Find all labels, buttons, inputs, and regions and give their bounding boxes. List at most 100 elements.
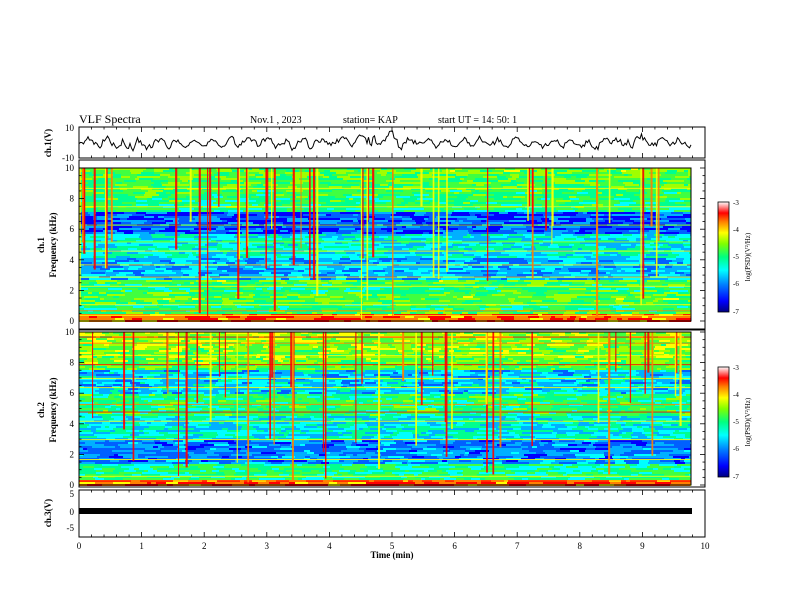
spectrogram-cell xyxy=(155,270,164,272)
spectrogram-cell xyxy=(468,230,473,232)
spectrogram-cell xyxy=(265,254,272,256)
spectrogram-cell xyxy=(172,266,180,268)
spectrogram-cell xyxy=(482,332,499,334)
spectrogram-cell xyxy=(385,274,393,276)
spectrogram-cell xyxy=(131,334,147,336)
spectrogram-cell xyxy=(262,282,277,284)
spectrogram-cell xyxy=(571,332,579,334)
spectrogram-cell xyxy=(642,290,657,292)
spectrogram-cell xyxy=(624,174,628,176)
spectrogram-cell xyxy=(683,262,691,264)
spectrogram-cell xyxy=(687,178,691,180)
spectrogram-cell xyxy=(299,170,305,172)
spectrogram-cell xyxy=(225,192,235,194)
spectrogram-cell xyxy=(575,180,579,182)
spectrogram-cell xyxy=(651,176,658,178)
date-label: Nov.1 , 2023 xyxy=(250,115,302,126)
spectrogram-cell xyxy=(671,178,687,180)
spectrogram-cell xyxy=(379,258,393,260)
spectrogram-cell xyxy=(111,316,122,318)
spectrogram-cell xyxy=(174,238,190,240)
spectrogram-cell xyxy=(195,186,208,188)
spectrogram-cell xyxy=(537,290,547,292)
spectrogram-cell xyxy=(469,292,476,294)
spectrogram-cell xyxy=(98,236,109,238)
spectrogram-cell xyxy=(340,284,353,286)
spectrogram-cell xyxy=(235,296,247,298)
spectrogram-cell xyxy=(597,244,603,246)
spectrogram-cell xyxy=(167,212,176,214)
spectrogram-cell xyxy=(346,216,350,218)
spectrogram-cell xyxy=(585,180,589,182)
spectrogram-cell xyxy=(620,192,632,194)
spectrogram-cell xyxy=(95,170,101,172)
spectrogram-streak xyxy=(198,168,201,314)
spectrogram-cell xyxy=(625,184,639,186)
spectrogram-cell xyxy=(684,286,689,288)
spectrogram-cell xyxy=(181,270,187,272)
spectrogram-cell xyxy=(175,210,181,212)
spectrogram-cell xyxy=(647,236,662,238)
spectrogram-cell xyxy=(666,198,680,200)
spectrogram-cell xyxy=(217,268,232,270)
spectrogram-cell xyxy=(403,230,413,232)
spectrogram-cell xyxy=(97,288,108,290)
spectrogram-cell xyxy=(97,316,111,318)
station-label: station= KAP xyxy=(343,115,398,126)
spectrogram-cell xyxy=(504,170,520,172)
spectrogram-cell xyxy=(147,170,154,172)
spectrogram-cell xyxy=(253,268,266,270)
spectrogram-cell xyxy=(226,208,238,210)
spectrogram-cell xyxy=(668,236,675,238)
spectrogram-cell xyxy=(372,196,377,198)
spectrogram-cell xyxy=(161,182,168,184)
spectrogram-cell xyxy=(349,198,353,200)
spectrogram-cell xyxy=(208,242,218,244)
spectrogram-cell xyxy=(689,190,691,192)
spectrogram-cell xyxy=(544,190,555,192)
spectrogram-cell xyxy=(444,208,452,210)
spectrogram-cell xyxy=(147,198,152,200)
spectrogram-cell xyxy=(662,284,668,286)
spectrogram-cell xyxy=(307,244,317,246)
spectrogram-cell xyxy=(545,262,559,264)
spectrogram-cell xyxy=(107,200,123,202)
spectrogram-cell xyxy=(471,268,478,270)
spectrogram-cell xyxy=(398,256,405,258)
spectrogram-cell xyxy=(431,248,448,250)
spectrogram-cell xyxy=(218,266,230,268)
spectrogram-cell xyxy=(471,240,483,242)
spectrogram-cell xyxy=(132,290,144,292)
spectrogram-cell xyxy=(241,242,256,244)
spectrogram-cell xyxy=(522,332,526,334)
spectrogram-streak xyxy=(209,168,212,232)
spectrogram-cell xyxy=(631,216,644,218)
spectrogram-cell xyxy=(286,292,298,294)
spectrogram-cell xyxy=(463,220,469,222)
spectrogram-cell xyxy=(650,244,659,246)
spectrogram-cell xyxy=(624,210,641,212)
ch2-spectrogram-image xyxy=(79,332,691,486)
spectrogram-cell xyxy=(665,200,669,202)
spectrogram-cell xyxy=(274,202,286,204)
spectrogram-cell xyxy=(579,172,595,174)
spectrogram-cell xyxy=(394,182,407,184)
spectrogram-streak xyxy=(437,168,440,280)
spectrogram-cell xyxy=(471,190,475,192)
spectrogram-cell xyxy=(387,172,392,174)
spectrogram-cell xyxy=(633,182,645,184)
spectrogram-cell xyxy=(669,220,680,222)
spectrogram-cell xyxy=(370,334,384,336)
spectrogram-cell xyxy=(286,170,299,172)
spectrogram-cell xyxy=(571,176,576,178)
spectrogram-cell xyxy=(287,294,300,296)
spectrogram-cell xyxy=(181,262,192,264)
spectrogram-cell xyxy=(630,218,647,220)
spectrogram-cell xyxy=(684,170,688,172)
spectrogram-cell xyxy=(605,220,612,222)
spectrogram-cell xyxy=(342,186,351,188)
spectrogram-cell xyxy=(375,234,392,236)
spectrogram-cell xyxy=(493,296,507,298)
spectrogram-cell xyxy=(321,316,334,318)
spectrogram-cell xyxy=(231,316,240,318)
